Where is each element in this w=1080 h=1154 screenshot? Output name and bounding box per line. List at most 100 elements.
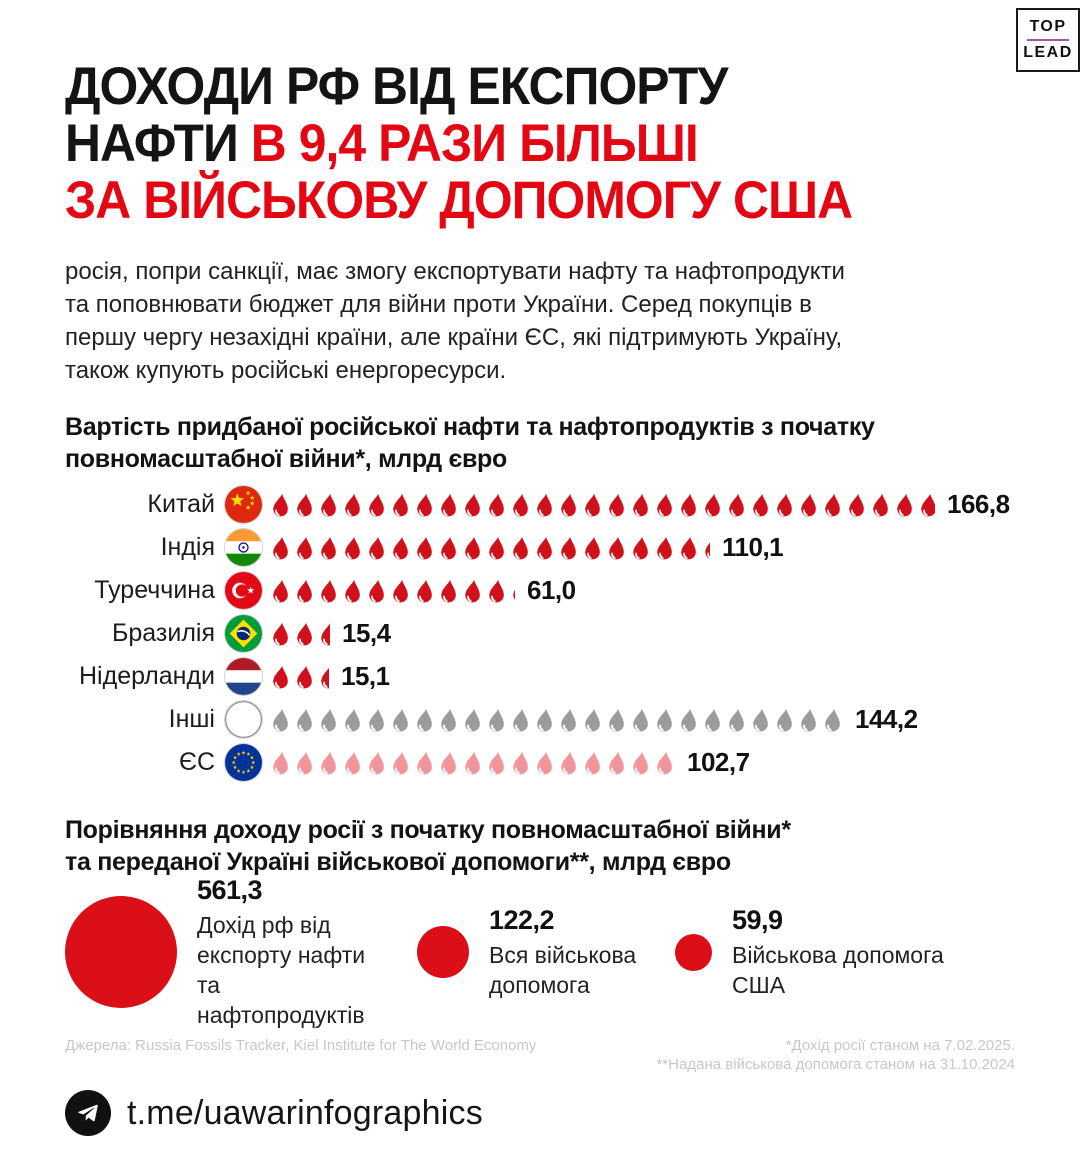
eu-flag-icon (225, 744, 262, 781)
drop-icon (273, 535, 288, 559)
comparison-item-3: 59,9 Військова допомога США (675, 905, 962, 1000)
page-title: ДОХОДИ РФ ВІД ЕКСПОРТУ НАФТИ В 9,4 РАЗИ Б… (65, 58, 958, 229)
drop-icon (297, 535, 312, 559)
drop-icon (321, 492, 336, 516)
drop-icon (753, 492, 768, 516)
drop-icon (393, 707, 408, 731)
drop-icon (753, 707, 768, 731)
drop-icon (369, 492, 384, 516)
drop-icon (537, 707, 552, 731)
drop-icon (273, 578, 288, 602)
partial-drop-icon (919, 492, 935, 518)
drop-icon (537, 535, 552, 559)
drop-icon (297, 578, 312, 602)
drop-icon (345, 492, 360, 516)
drop-icon (801, 492, 816, 516)
india-flag-icon (225, 529, 262, 566)
drop-icon (825, 492, 840, 516)
title-line: НАФТИ В 9,4 РАЗИ БІЛЬШІ (65, 115, 958, 172)
chart-title: Вартість придбаної російської нафти та н… (65, 413, 875, 473)
drop-icon (825, 707, 840, 731)
telegram-icon[interactable] (65, 1090, 111, 1136)
drop-icon (873, 492, 888, 516)
drop-icon (321, 707, 336, 731)
drop-icon (273, 707, 288, 731)
drop-icon (417, 750, 432, 774)
drop-icon (393, 535, 408, 559)
row-value: 166,8 (947, 489, 1010, 519)
drop-icon (417, 492, 432, 516)
drop-icon (513, 492, 528, 516)
drop-icon (777, 492, 792, 516)
row-value: 61,0 (527, 575, 576, 605)
drop-icon (345, 750, 360, 774)
turkey-flag-icon (225, 572, 262, 609)
drop-icon (513, 750, 528, 774)
chart-row-turkey: Туреччина 61,0 (65, 569, 1015, 612)
partial-drop-icon (319, 621, 330, 647)
drop-icon (681, 707, 696, 731)
title-segment: НАФТИ (65, 114, 251, 173)
bubble-comparison: 561,3 Дохід рф від експорту нафти та нафт… (65, 875, 1015, 1028)
title-line: ЗА ВІЙСЬКОВУ ДОПОМОГУ США (65, 172, 958, 229)
drop-icon (441, 492, 456, 516)
row-label: Туреччина (94, 576, 215, 604)
partial-drop-icon (319, 664, 329, 690)
drop-icon (417, 707, 432, 731)
drop-icon (273, 621, 288, 645)
telegram-handle[interactable]: t.me/uawarinfographics (127, 1093, 483, 1132)
drop-bar (271, 664, 329, 690)
drop-icon (633, 535, 648, 559)
drop-icon (585, 707, 600, 731)
drop-icon (537, 492, 552, 516)
drop-bar (271, 750, 675, 776)
row-label: ЄС (178, 748, 215, 776)
bubble-circle (675, 933, 712, 971)
drop-icon (345, 578, 360, 602)
row-value: 15,1 (341, 661, 390, 691)
drop-icon (273, 492, 288, 516)
row-label: Інші (168, 705, 215, 733)
drop-icon (513, 535, 528, 559)
drop-icon (369, 750, 384, 774)
drop-icon (321, 578, 336, 602)
footnote-1: *Дохід росії станом на 7.02.2025. (785, 1037, 1015, 1054)
comparison-title-line1: Порівняння доходу росії з початку повном… (65, 816, 791, 844)
drop-bar (271, 707, 843, 733)
chart-row-china: Китай 166,8 (65, 483, 1015, 526)
bubble-text: 561,3 Дохід рф від експорту нафти та нафт… (197, 875, 387, 1030)
drop-icon (489, 578, 504, 602)
drop-icon (585, 535, 600, 559)
drop-icon (777, 707, 792, 731)
bubble-circle (417, 926, 469, 978)
title-segment: ДОХОДИ РФ ВІД ЕКСПОРТУ (65, 57, 728, 116)
title-segment: В 9,4 РАЗИ БІЛЬШІ (250, 114, 699, 173)
footnote-2: **Надана військова допомога станом на 31… (656, 1056, 1016, 1073)
drop-icon (537, 750, 552, 774)
drop-bar (271, 535, 710, 561)
chart-row-others: Інші 144,2 (65, 698, 1015, 741)
drop-icon (561, 492, 576, 516)
drop-icon (921, 492, 935, 516)
drop-icon (633, 750, 648, 774)
bubble-circle (65, 896, 177, 1008)
drop-icon (417, 535, 432, 559)
drop-icon (441, 750, 456, 774)
drop-icon (369, 707, 384, 731)
drop-icon (345, 707, 360, 731)
comparison-title-line2: та переданої Україні військової допомоги… (65, 848, 731, 876)
drop-icon (369, 578, 384, 602)
drop-icon (321, 664, 329, 688)
drop-icon (705, 492, 720, 516)
bubble-value: 59,9 (732, 904, 783, 935)
drop-icon (801, 707, 816, 731)
china-flag-icon (225, 486, 262, 523)
drop-icon (657, 707, 672, 731)
drop-icon (441, 535, 456, 559)
drop-icon (489, 750, 504, 774)
telegram-bar[interactable]: t.me/uawarinfographics (65, 1090, 1015, 1136)
drop-icon (369, 535, 384, 559)
bubble-label: Вся військова допомога (489, 941, 637, 998)
partial-drop-icon (511, 578, 515, 604)
drop-icon (393, 578, 408, 602)
